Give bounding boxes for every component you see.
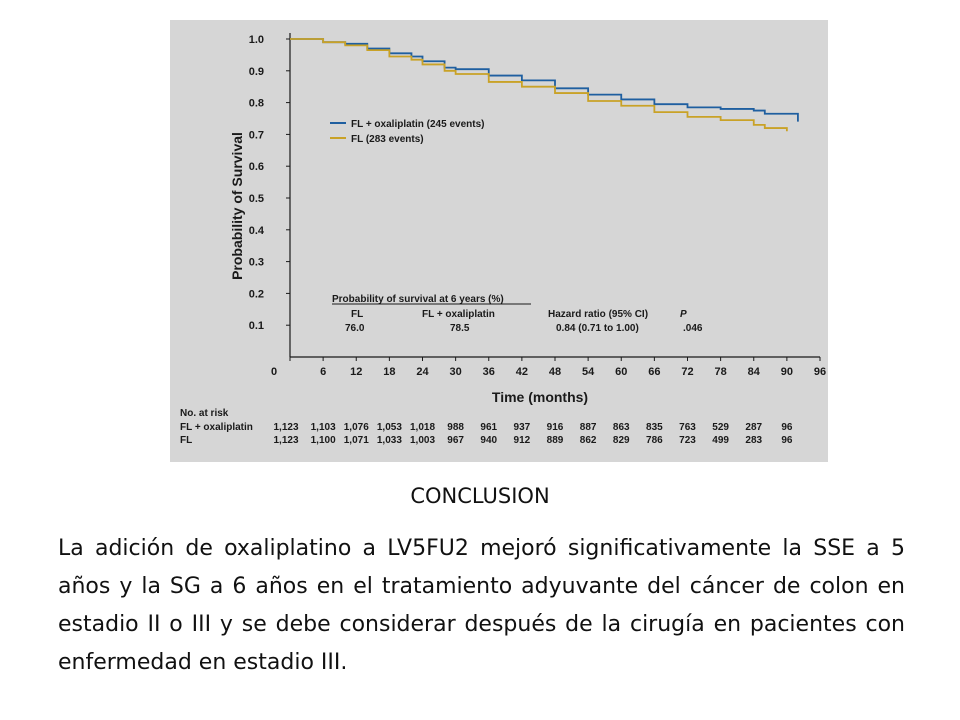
x-tick-label: 78	[715, 366, 727, 378]
risk-cell: 1,053	[377, 422, 402, 433]
risk-cell: 1,103	[311, 422, 336, 433]
risk-cell: 287	[745, 422, 762, 433]
y-axis-label: Probability of Survival	[229, 132, 245, 280]
risk-cell: 887	[580, 422, 597, 433]
risk-cell: 1,076	[344, 422, 369, 433]
risk-cell: 1,003	[410, 435, 435, 446]
x-tick-label: 36	[483, 366, 495, 378]
risk-row-label-fl: FL	[180, 435, 192, 446]
risk-cell: 889	[547, 435, 564, 446]
y-tick-label: 1.0	[249, 34, 264, 46]
x-tick-label: 54	[582, 366, 595, 378]
risk-table: No. at risk FL + oxaliplatin FL 1,123 1,1…	[180, 408, 793, 446]
inset-val-p: .046	[683, 323, 703, 334]
inset-col-flox: FL + oxaliplatin	[422, 309, 495, 320]
risk-cell: 988	[447, 422, 464, 433]
chart-axes: 0.1 0.2 0.3 0.4 0.5 0.6 0.7 0.8 0.9 1.0 0 6 12 18 24 30…	[249, 33, 826, 378]
x-tick-label: 30	[450, 366, 462, 378]
survival-chart: 0.1 0.2 0.3 0.4 0.5 0.6 0.7 0.8 0.9 1.0 0 6 12 18 24 30…	[180, 33, 826, 446]
x-tick-label: 18	[383, 366, 395, 378]
series-line-fl	[290, 38, 788, 132]
risk-cell: 863	[613, 422, 630, 433]
conclusion-title: CONCLUSION	[410, 484, 550, 508]
inset-val-fl: 76.0	[345, 323, 365, 334]
y-tick-label: 0.9	[249, 66, 264, 78]
y-tick-label: 0.3	[249, 257, 264, 269]
risk-cell: 786	[646, 435, 663, 446]
risk-cell: 1,123	[273, 422, 298, 433]
risk-cell: 763	[679, 422, 696, 433]
risk-cell: 961	[480, 422, 497, 433]
legend: FL + oxaliplatin (245 events) FL (283 ev…	[330, 119, 484, 145]
x-tick-label: 96	[814, 366, 826, 378]
risk-cell: 529	[712, 422, 729, 433]
inset-val-flox: 78.5	[450, 323, 470, 334]
inset-val-hr: 0.84 (0.71 to 1.00)	[556, 323, 639, 334]
risk-row-label-flox: FL + oxaliplatin	[180, 422, 253, 433]
series-line-fl-oxaliplatin	[290, 38, 799, 122]
y-tick-label: 0.1	[249, 320, 264, 332]
risk-cell: 96	[781, 422, 793, 433]
risk-cell: 937	[514, 422, 531, 433]
risk-cell: 283	[745, 435, 762, 446]
risk-table-title: No. at risk	[180, 408, 229, 419]
legend-label-flox: FL + oxaliplatin (245 events)	[351, 119, 484, 130]
risk-cell: 723	[679, 435, 696, 446]
y-tick-label: 0.2	[249, 288, 264, 300]
x-tick-label: 90	[781, 366, 793, 378]
inset-header: Probability of survival at 6 years (%)	[332, 294, 504, 305]
x-tick-label: 72	[681, 366, 693, 378]
risk-cell: 1,071	[344, 435, 369, 446]
y-tick-label: 0.5	[249, 193, 264, 205]
chart-series	[290, 38, 799, 132]
risk-cell: 862	[580, 435, 597, 446]
risk-cell: 940	[480, 435, 497, 446]
inset-col-p: P	[680, 309, 687, 320]
y-tick-label: 0.6	[249, 161, 264, 173]
x-tick-label: 6	[320, 366, 326, 378]
x-tick-label: 42	[516, 366, 528, 378]
legend-label-fl: FL (283 events)	[351, 134, 424, 145]
risk-cell: 1,018	[410, 422, 435, 433]
inset-col-fl: FL	[351, 309, 363, 320]
x-tick-label: 48	[549, 366, 561, 378]
y-tick-label: 0.4	[249, 225, 265, 237]
x-tick-label: 0	[271, 366, 277, 378]
risk-cell: 835	[646, 422, 663, 433]
risk-cell: 1,100	[311, 435, 336, 446]
risk-cell: 912	[514, 435, 531, 446]
x-axis-label: Time (months)	[492, 389, 588, 405]
inset-col-hr: Hazard ratio (95% CI)	[548, 309, 648, 320]
risk-cell: 829	[613, 435, 630, 446]
survival-chart-figure: 0.1 0.2 0.3 0.4 0.5 0.6 0.7 0.8 0.9 1.0 0 6 12 18 24 30…	[170, 20, 828, 462]
risk-cell: 96	[781, 435, 793, 446]
risk-cell: 916	[547, 422, 564, 433]
y-tick-label: 0.8	[249, 98, 264, 110]
y-tick-label: 0.7	[249, 129, 264, 141]
x-tick-label: 60	[615, 366, 627, 378]
inset-statistics: Probability of survival at 6 years (%) F…	[332, 294, 703, 334]
x-tick-label: 24	[416, 366, 429, 378]
x-tick-label: 12	[350, 366, 362, 378]
conclusion-body: La adición de oxaliplatino a LV5FU2 mejo…	[58, 536, 905, 675]
risk-cell: 499	[712, 435, 729, 446]
x-tick-label: 84	[748, 366, 761, 378]
risk-cell: 1,033	[377, 435, 402, 446]
x-tick-label: 66	[648, 366, 660, 378]
risk-cell: 1,123	[273, 435, 298, 446]
risk-cell: 967	[447, 435, 464, 446]
